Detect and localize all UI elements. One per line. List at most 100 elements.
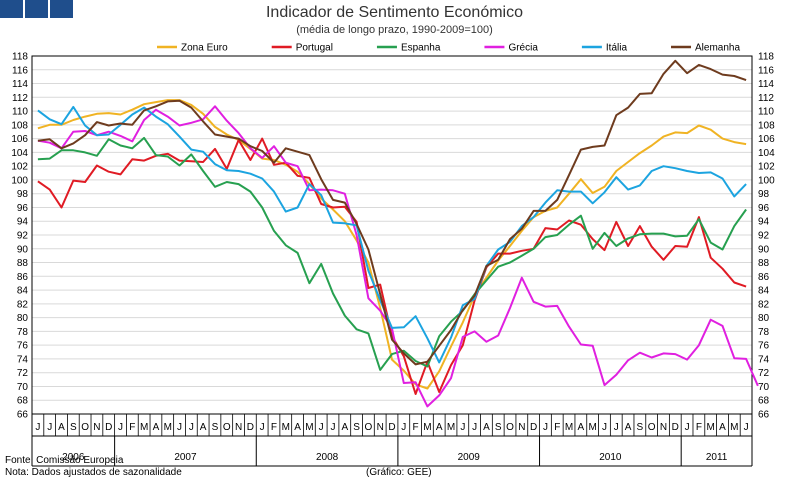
- year-label: 2008: [316, 452, 339, 463]
- y-tick-label-right: 86: [758, 272, 770, 283]
- y-tick-label-right: 112: [758, 93, 774, 104]
- x-tick-label: A: [294, 422, 301, 433]
- legend-label: Itália: [606, 43, 628, 54]
- legend-label: Alemanha: [695, 43, 740, 54]
- y-tick-label-left: 92: [17, 231, 29, 242]
- x-tick-label: S: [495, 422, 502, 433]
- y-tick-label-right: 92: [758, 231, 770, 242]
- x-tick-label: A: [719, 422, 726, 433]
- y-tick-label-left: 118: [12, 52, 28, 63]
- y-tick-label-left: 102: [11, 162, 28, 173]
- year-label: 2010: [599, 452, 622, 463]
- y-tick-label-left: 94: [17, 217, 29, 228]
- y-tick-label-right: 104: [758, 148, 775, 159]
- x-tick-label: A: [153, 422, 160, 433]
- y-tick-label-right: 94: [758, 217, 770, 228]
- x-tick-label: O: [223, 422, 231, 433]
- x-tick-label: J: [472, 422, 477, 433]
- x-tick-label: D: [105, 422, 112, 433]
- y-tick-label-left: 96: [17, 203, 29, 214]
- x-tick-label: A: [341, 422, 348, 433]
- x-tick-label: J: [47, 422, 52, 433]
- x-tick-label: M: [164, 422, 172, 433]
- x-tick-label: M: [140, 422, 148, 433]
- x-tick-label: M: [588, 422, 596, 433]
- x-tick-label: D: [388, 422, 395, 433]
- year-label: 2007: [174, 452, 197, 463]
- y-tick-label-right: 116: [758, 65, 774, 76]
- y-tick-label-left: 80: [17, 313, 29, 324]
- y-tick-label-right: 72: [758, 368, 770, 379]
- y-tick-label-right: 108: [758, 120, 775, 131]
- y-tick-label-left: 86: [17, 272, 29, 283]
- y-tick-label-right: 68: [758, 396, 770, 407]
- y-tick-label-right: 114: [758, 79, 774, 90]
- y-tick-label-left: 74: [17, 354, 29, 365]
- x-tick-label: O: [365, 422, 373, 433]
- x-tick-label: S: [70, 422, 77, 433]
- y-tick-label-right: 74: [758, 354, 770, 365]
- x-tick-label: M: [423, 422, 431, 433]
- x-tick-label: N: [377, 422, 384, 433]
- y-tick-label-left: 106: [11, 134, 28, 145]
- x-tick-label: S: [212, 422, 219, 433]
- year-label: 2011: [706, 452, 728, 463]
- y-tick-label-left: 68: [17, 396, 29, 407]
- adjustment-note: Nota: Dados ajustados de sazonalidade: [5, 467, 182, 478]
- x-tick-label: J: [602, 422, 607, 433]
- x-tick-label: J: [543, 422, 548, 433]
- year-label: 2009: [458, 452, 481, 463]
- x-tick-label: M: [707, 422, 715, 433]
- series-line-alemanha: [38, 61, 746, 365]
- y-tick-label-right: 90: [758, 244, 770, 255]
- x-tick-label: M: [565, 422, 573, 433]
- x-tick-label: M: [282, 422, 290, 433]
- y-tick-label-left: 78: [17, 327, 29, 338]
- x-tick-label: D: [247, 422, 254, 433]
- y-tick-label-right: 76: [758, 341, 770, 352]
- x-tick-label: N: [518, 422, 525, 433]
- source-note: Fonte: Comissão Europeia: [5, 455, 123, 466]
- x-tick-label: J: [189, 422, 194, 433]
- y-tick-label-left: 76: [17, 341, 29, 352]
- y-tick-label-left: 66: [17, 410, 29, 421]
- x-tick-label: D: [672, 422, 679, 433]
- x-tick-label: S: [637, 422, 644, 433]
- y-tick-label-right: 78: [758, 327, 770, 338]
- x-tick-label: N: [660, 422, 667, 433]
- x-tick-label: M: [447, 422, 455, 433]
- x-tick-label: J: [330, 422, 335, 433]
- y-tick-label-right: 106: [758, 134, 775, 145]
- x-tick-label: M: [305, 422, 313, 433]
- series-line-grcia: [38, 106, 758, 406]
- x-tick-label: F: [129, 422, 135, 433]
- y-tick-label-left: 82: [17, 299, 29, 310]
- x-tick-label: J: [614, 422, 619, 433]
- y-tick-label-right: 102: [758, 162, 775, 173]
- x-tick-label: A: [483, 422, 490, 433]
- x-tick-label: J: [118, 422, 123, 433]
- x-tick-label: D: [530, 422, 537, 433]
- x-tick-label: A: [578, 422, 585, 433]
- chart-credit: (Gráfico: GEE): [366, 467, 432, 478]
- legend-label: Portugal: [296, 43, 333, 54]
- x-tick-label: J: [260, 422, 265, 433]
- x-tick-label: J: [460, 422, 465, 433]
- y-tick-label-right: 84: [758, 286, 770, 297]
- y-tick-label-right: 100: [758, 175, 775, 186]
- y-tick-label-left: 70: [17, 382, 29, 393]
- y-tick-label-left: 116: [12, 65, 28, 76]
- y-tick-label-left: 100: [11, 175, 28, 186]
- y-tick-label-right: 110: [758, 107, 774, 118]
- y-tick-label-right: 82: [758, 299, 770, 310]
- x-tick-label: J: [401, 422, 406, 433]
- y-tick-label-right: 118: [758, 52, 774, 63]
- x-tick-label: J: [177, 422, 182, 433]
- x-tick-label: A: [436, 422, 443, 433]
- legend-label: Zona Euro: [181, 43, 228, 54]
- x-tick-label: A: [58, 422, 65, 433]
- x-tick-label: F: [413, 422, 419, 433]
- legend-label: Grécia: [508, 43, 538, 54]
- y-tick-label-left: 84: [17, 286, 29, 297]
- x-tick-label: J: [685, 422, 690, 433]
